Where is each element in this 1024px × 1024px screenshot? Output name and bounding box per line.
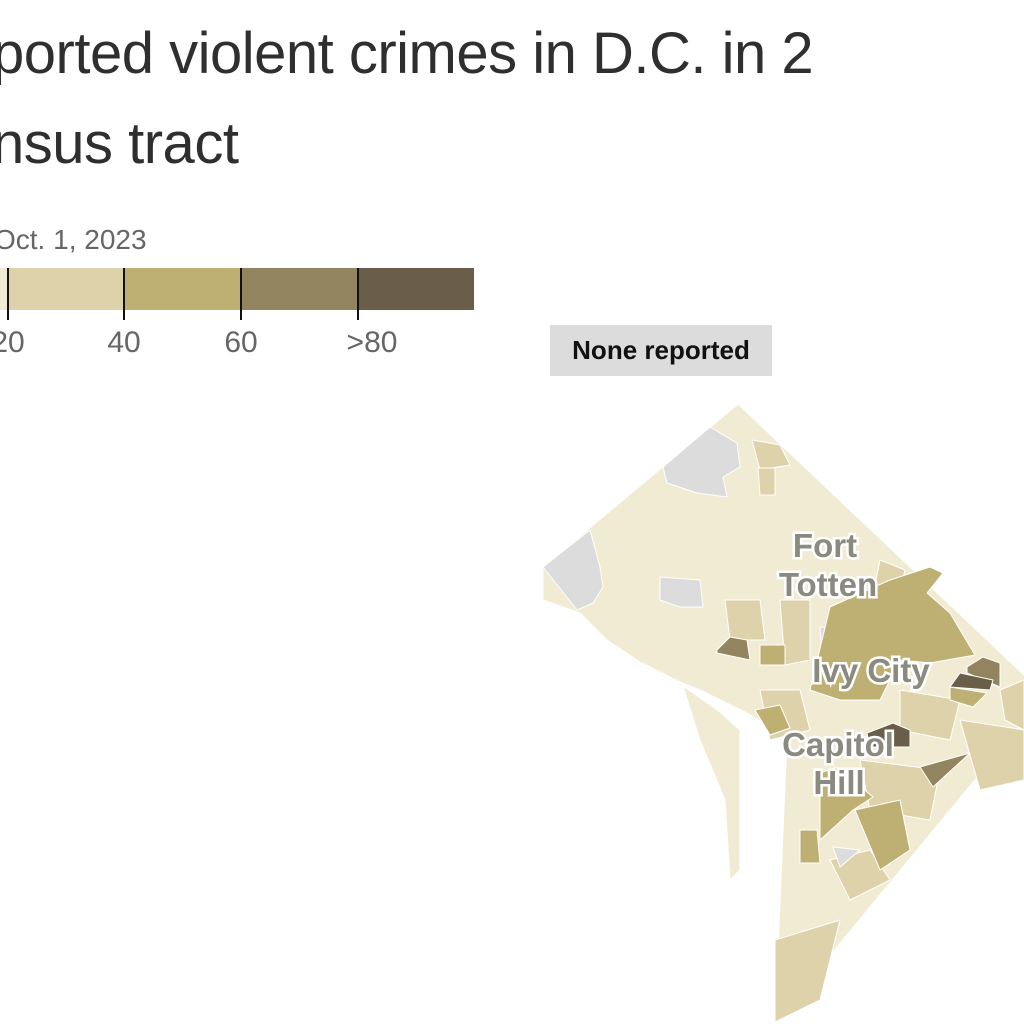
tract-none-reported: [832, 846, 861, 868]
tract: [959, 719, 1024, 791]
tract: [716, 636, 751, 661]
tract: [724, 599, 766, 641]
legend-swatch-20-40: [8, 268, 124, 310]
place-label-fort-totten: Totten: [779, 566, 877, 603]
tract: [774, 919, 841, 1023]
color-legend: 20 40 60 >80: [0, 268, 480, 359]
tract: [809, 566, 976, 701]
anacostia-island: [682, 685, 741, 881]
tract: [949, 672, 994, 691]
tract: [819, 766, 874, 841]
legend-tick: [7, 268, 9, 320]
legend-tick: [123, 268, 125, 320]
tract: [779, 599, 811, 666]
tract: [757, 467, 776, 496]
tract: [899, 689, 961, 741]
legend-label: 20: [0, 326, 25, 359]
legend-swatch-0-20: [0, 268, 8, 310]
tract: [949, 686, 988, 708]
legend-swatch-over-80: [358, 268, 474, 310]
legend-label: 40: [107, 326, 141, 359]
tract: [999, 679, 1024, 731]
legend-swatch-40-60: [124, 268, 241, 310]
chart-title-line-2: nsus tract: [0, 111, 239, 176]
tract: [854, 799, 911, 871]
tract-none-reported: [542, 529, 604, 611]
none-reported-legend: None reported: [550, 325, 772, 376]
place-label-ivy-city: Ivy City: [812, 652, 930, 689]
chart-title-line-1: ported violent crimes in D.C. in 2: [0, 21, 814, 86]
legend-tick: [240, 268, 242, 320]
tract: [759, 644, 786, 666]
legend-label: >80: [346, 326, 398, 359]
tract: [754, 704, 791, 736]
tract: [866, 722, 911, 748]
subtitle: Oct. 1, 2023: [0, 224, 147, 255]
place-label-capitol-hill: Hill: [813, 764, 864, 801]
legend-tick: [357, 268, 359, 320]
place-labels: Fort Totten Ivy City Capitol Hill: [776, 525, 933, 804]
legend-swatch-60-80: [241, 268, 358, 310]
legend-label: 60: [224, 326, 258, 359]
tract: [919, 752, 971, 788]
place-label-fort-totten: Fort: [793, 527, 857, 564]
tract-none-reported: [662, 426, 741, 498]
tract: [799, 829, 821, 864]
tract-none-reported: [659, 576, 704, 608]
tract: [751, 439, 791, 471]
place-label-capitol-hill: Capitol: [782, 726, 894, 763]
